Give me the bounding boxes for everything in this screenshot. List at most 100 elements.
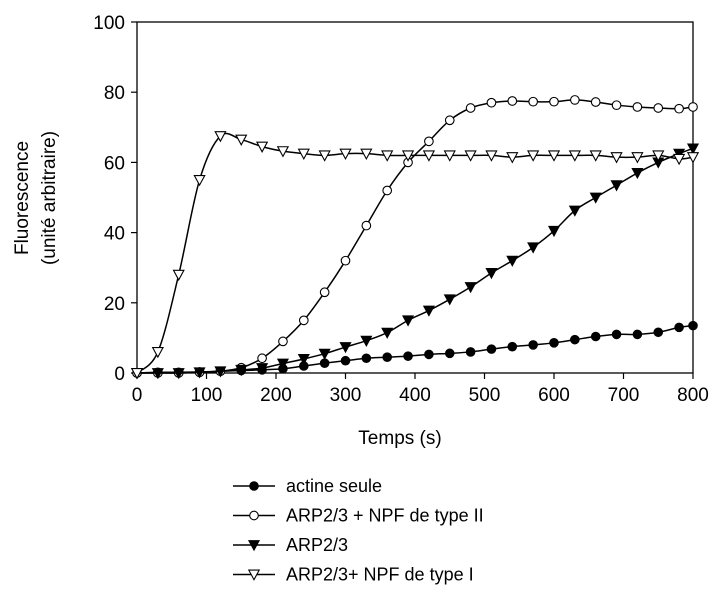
- data-point: [278, 336, 288, 347]
- data-point: [653, 103, 664, 113]
- data-point: [631, 152, 644, 164]
- data-point: [464, 150, 477, 162]
- data-point: [297, 354, 310, 366]
- data-point: [527, 242, 540, 254]
- data-point: [674, 322, 684, 333]
- data-point: [506, 152, 519, 164]
- data-point: [214, 366, 227, 378]
- data-point: [589, 150, 602, 162]
- data-point: [443, 150, 456, 162]
- data-point: [672, 153, 686, 166]
- data-point: [568, 205, 581, 217]
- data-point: [549, 338, 559, 348]
- y-tick-label: 80: [104, 83, 125, 104]
- y-axis-title-line-2: (unité arbitraire): [39, 131, 60, 265]
- data-point: [318, 150, 331, 162]
- y-axis-title-line-1: Fluorescence: [12, 141, 33, 255]
- legend-item: ARP2/3 + NPF de type II: [233, 506, 484, 526]
- data-point: [340, 355, 351, 366]
- y-tick-label: 100: [93, 13, 125, 34]
- series-arp2-3: [130, 143, 700, 380]
- legend-label: ARP2/3 + NPF de type II: [286, 506, 484, 526]
- data-point: [257, 353, 267, 364]
- data-point: [611, 100, 622, 111]
- legend-label: actine seule: [286, 476, 382, 496]
- x-axis-title: Temps (s): [358, 428, 441, 449]
- data-point: [193, 367, 206, 379]
- data-point: [172, 368, 185, 380]
- data-point: [528, 96, 539, 107]
- data-point: [360, 148, 373, 160]
- data-point: [653, 327, 664, 338]
- data-point: [444, 115, 455, 126]
- data-point: [590, 331, 601, 342]
- data-point: [547, 225, 561, 238]
- data-point: [402, 315, 415, 327]
- data-point: [486, 344, 497, 354]
- series-line: [137, 147, 694, 374]
- legend-item: ARP2/3: [233, 535, 348, 555]
- data-point: [443, 294, 456, 306]
- data-point: [674, 103, 684, 114]
- legend-swatch-marker: [247, 540, 261, 552]
- data-point: [382, 185, 393, 196]
- data-point: [235, 134, 248, 146]
- data-point: [549, 96, 559, 107]
- data-point: [319, 358, 330, 368]
- data-point: [632, 329, 643, 340]
- y-tick-label: 40: [104, 224, 125, 245]
- x-tick-label: 600: [538, 385, 570, 406]
- data-point: [444, 348, 455, 359]
- data-point: [319, 287, 330, 298]
- legend-item: ARP2/3+ NPF de type I: [233, 565, 474, 585]
- data-point: [297, 148, 310, 160]
- data-point: [424, 349, 434, 360]
- data-point: [631, 168, 644, 180]
- data-point: [403, 351, 413, 361]
- data-point: [485, 150, 498, 162]
- data-point: [611, 329, 622, 340]
- data-point: [276, 146, 290, 158]
- legend: actine seule ARP2/3 + NPF de type II ARP2/…: [233, 476, 484, 585]
- data-point: [214, 131, 227, 143]
- data-point: [422, 150, 436, 162]
- data-point: [589, 192, 602, 204]
- data-point: [151, 346, 164, 359]
- data-point: [382, 352, 393, 363]
- x-tick-label: 200: [260, 385, 292, 406]
- data-point: [610, 152, 623, 164]
- data-point: [568, 150, 581, 162]
- x-tick-label: 0: [132, 385, 143, 406]
- data-point: [464, 282, 477, 294]
- data-point: [547, 150, 561, 162]
- data-point: [172, 269, 185, 282]
- data-point: [465, 347, 476, 357]
- x-tick-label: 400: [399, 385, 431, 406]
- data-point: [507, 96, 518, 106]
- data-point: [360, 335, 373, 347]
- data-point: [381, 150, 394, 162]
- data-point: [235, 364, 248, 377]
- x-tick-label: 800: [677, 385, 709, 406]
- data-point: [340, 255, 351, 266]
- data-point: [686, 152, 700, 164]
- data-point: [424, 136, 434, 147]
- data-point: [318, 348, 331, 360]
- series-line: [136, 324, 694, 374]
- x-tick-label: 300: [330, 385, 362, 406]
- x-tick-label: 500: [469, 385, 501, 406]
- data-point: [151, 368, 164, 380]
- data-point: [590, 97, 601, 107]
- data-point: [507, 341, 518, 352]
- data-point: [422, 305, 435, 317]
- data-point: [276, 358, 289, 370]
- legend-label: ARP2/3+ NPF de type I: [286, 565, 474, 585]
- data-point: [610, 180, 623, 192]
- y-tick-label: 0: [114, 364, 125, 385]
- data-point: [486, 97, 497, 108]
- data-point: [652, 150, 665, 162]
- data-point: [401, 150, 415, 162]
- data-point: [465, 103, 476, 113]
- data-point: [256, 363, 269, 375]
